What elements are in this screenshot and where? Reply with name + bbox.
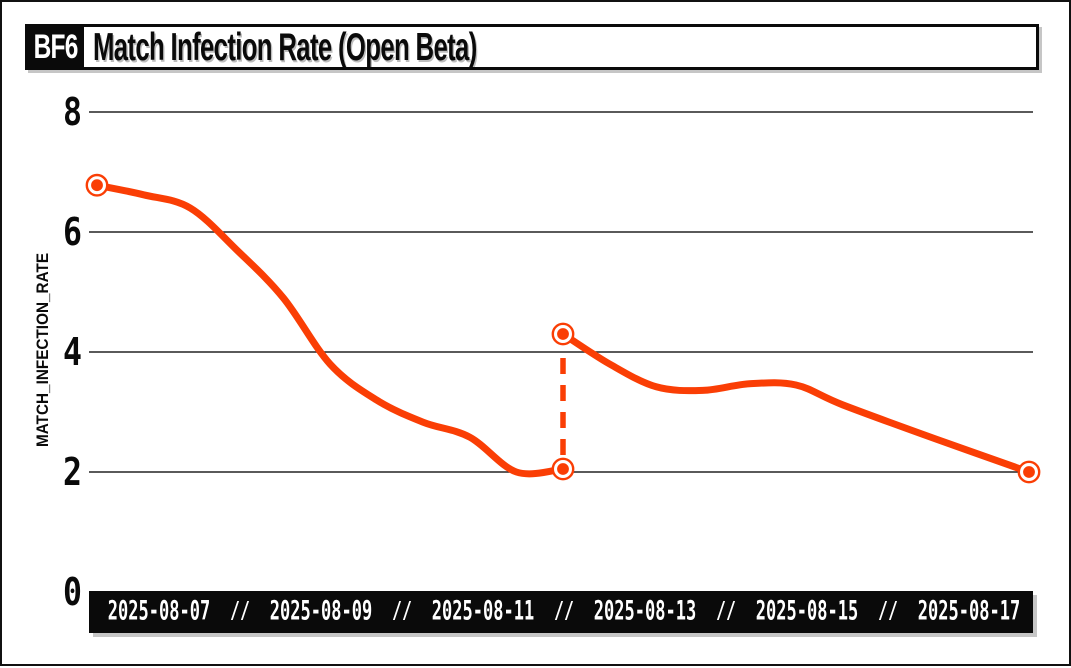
data-point-marker-2 <box>551 322 575 346</box>
x-axis-separator: // <box>392 597 412 624</box>
marker-dot <box>91 179 103 192</box>
y-tick-label-6: 6 <box>63 210 82 254</box>
chart-title: Match Infection Rate (Open Beta) <box>93 27 477 67</box>
marker-dot <box>557 328 569 340</box>
data-point-marker-0 <box>85 173 109 197</box>
data-point-marker-1 <box>551 457 575 481</box>
line-infection-rate-after-reset <box>559 330 1033 476</box>
y-tick-label-8: 8 <box>63 90 82 134</box>
x-axis-date-label: 2025-08-09 <box>269 595 373 627</box>
marker-dot <box>1023 466 1035 478</box>
marker-dot <box>557 463 569 475</box>
x-axis-date-label: 2025-08-17 <box>917 595 1021 627</box>
x-axis-date-label: 2025-08-15 <box>755 595 859 627</box>
x-axis-separator: // <box>878 597 898 624</box>
y-tick-label-2: 2 <box>63 450 82 494</box>
x-axis-date-label: 2025-08-13 <box>593 595 697 627</box>
game-badge: BF6 <box>28 27 84 67</box>
x-axis-bar: 2025-08-07 // 2025-08-09 // 2025-08-11 // 2025… <box>89 591 1033 633</box>
game-badge-label: BF6 <box>33 28 79 66</box>
chart-title-container: Match Infection Rate (Open Beta) <box>84 27 1036 67</box>
chart-header: BF6 Match Infection Rate (Open Beta) <box>25 24 1039 70</box>
line-infection-rate-before-reset <box>93 181 567 478</box>
y-tick-label-4: 4 <box>63 330 82 374</box>
y-tick-label-0: 0 <box>63 570 82 614</box>
x-axis-separator: // <box>554 597 574 624</box>
data-point-marker-3 <box>1017 460 1041 484</box>
x-axis-separator: // <box>230 597 250 624</box>
x-axis-date-label: 2025-08-11 <box>431 595 535 627</box>
x-axis-separator: // <box>716 597 736 624</box>
x-axis-date-label: 2025-08-07 <box>107 595 211 627</box>
